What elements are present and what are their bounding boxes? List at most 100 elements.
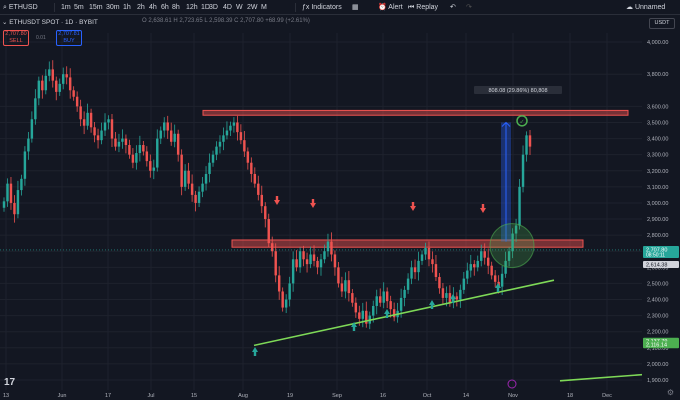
- candle-body: [284, 299, 288, 308]
- candle-body: [413, 267, 417, 273]
- buy-label: BUY: [63, 38, 75, 44]
- interval-2w[interactable]: 2W: [247, 4, 258, 11]
- buy-button[interactable]: 2,707.81 BUY: [56, 30, 82, 46]
- candle-body: [483, 251, 486, 258]
- price-tag: [643, 341, 679, 349]
- candle-body: [525, 135, 528, 155]
- undo-icon: ↶: [450, 4, 456, 11]
- interval-8h[interactable]: 8h: [172, 4, 180, 11]
- candle-body: [243, 140, 246, 152]
- candle-body: [264, 206, 267, 220]
- candle-body: [326, 241, 330, 252]
- y-tick-label: 2,900.00: [647, 217, 668, 223]
- price-chart[interactable]: 808.08 (29.86%) 80,808 ✓ 4,000.00 3,800.00 3…: [0, 15, 680, 400]
- interval-1m[interactable]: 1m: [61, 4, 71, 11]
- y-tick-label: 2,400.00: [647, 298, 668, 304]
- candle-body: [438, 276, 441, 289]
- candle-body: [239, 132, 243, 141]
- candle-body: [138, 145, 142, 154]
- candle-body: [48, 69, 51, 76]
- candle-body: [89, 112, 93, 128]
- sell-label: SELL: [9, 38, 23, 44]
- time-axis: [0, 390, 680, 400]
- price-tag-label: 2,707.80: [646, 247, 667, 253]
- candle-body: [250, 162, 253, 174]
- interval-2h[interactable]: 2h: [137, 4, 145, 11]
- candle-body: [309, 254, 312, 265]
- interval-12h[interactable]: 12h: [186, 4, 198, 11]
- x-tick-label: 13: [3, 393, 9, 399]
- candle-body: [159, 130, 162, 139]
- interval-m[interactable]: M: [261, 4, 267, 11]
- candle-body: [131, 154, 135, 163]
- layout-button[interactable]: ▦: [352, 2, 359, 13]
- interval-6h[interactable]: 6h: [161, 4, 169, 11]
- x-tick-label: Oct: [423, 393, 432, 399]
- candle-body: [75, 96, 79, 107]
- indicators-label: Indicators: [311, 4, 342, 11]
- candle-body: [316, 260, 319, 268]
- candle-body: [117, 141, 121, 147]
- interval-1h[interactable]: 1h: [123, 4, 131, 11]
- candle-body: [145, 151, 149, 162]
- redo-button[interactable]: ↷: [466, 2, 472, 13]
- interval-30m[interactable]: 30m: [106, 4, 120, 11]
- up-arrow-icon: [351, 322, 357, 331]
- symbol-search-button[interactable]: ⌕ ETHUSD: [3, 2, 38, 13]
- x-tick-label: 14: [463, 393, 469, 399]
- measure-label: 808.08 (29.86%) 80,808: [488, 88, 547, 94]
- measure-label-bg: [474, 86, 562, 94]
- layout-name-button[interactable]: ☁ Unnamed: [626, 2, 665, 13]
- candle-body: [274, 251, 277, 276]
- candle-body: [246, 151, 250, 163]
- alert-icon: ⏰: [378, 4, 387, 11]
- candle-body: [490, 265, 493, 276]
- x-tick-label: 16: [380, 393, 386, 399]
- candle-body: [511, 233, 514, 252]
- candle-body: [330, 241, 333, 255]
- interval-4d[interactable]: 4D: [223, 4, 232, 11]
- candle-body: [291, 259, 295, 284]
- interval-1d[interactable]: 1D: [201, 4, 210, 11]
- candle-body: [86, 112, 89, 126]
- candle-body: [187, 170, 190, 184]
- candle-body: [103, 122, 107, 131]
- settings-icon[interactable]: ⚙: [666, 388, 674, 397]
- interval-4h[interactable]: 4h: [149, 4, 157, 11]
- interval-w[interactable]: W: [236, 4, 243, 11]
- interval-15m[interactable]: 15m: [89, 4, 103, 11]
- y-tick-label: 3,100.00: [647, 185, 668, 191]
- candle-body: [93, 127, 96, 136]
- currency-select[interactable]: USDT: [649, 18, 675, 29]
- alert-button[interactable]: ⏰ Alert: [378, 2, 403, 13]
- candle-body: [365, 310, 368, 324]
- candle-body: [382, 291, 385, 303]
- candle-body: [135, 153, 138, 163]
- candle-body: [441, 288, 445, 298]
- indicators-button[interactable]: ƒx Indicators: [302, 2, 342, 13]
- undo-button[interactable]: ↶: [450, 2, 456, 13]
- sell-button[interactable]: 2,707.80 SELL: [3, 30, 29, 46]
- symbol-legend: ⌄ ETHUSDT SPOT · 1D · BYBIT: [2, 18, 98, 26]
- candle-body: [9, 183, 13, 203]
- down-arrow-icon: [310, 199, 316, 208]
- cloud-icon: ☁: [626, 4, 633, 11]
- replay-button[interactable]: ⏮ Replay: [408, 2, 438, 13]
- candle-body: [6, 183, 9, 202]
- candle-body: [100, 130, 103, 141]
- candle-body: [420, 254, 424, 261]
- candle-body: [462, 278, 466, 290]
- interval-5m[interactable]: 5m: [74, 4, 84, 11]
- chevron-down-icon: ⌄: [2, 19, 8, 26]
- candle-body: [323, 251, 326, 260]
- chart-background: [0, 15, 680, 400]
- interval-3d[interactable]: 3D: [209, 4, 218, 11]
- resistance-zone: [202, 109, 629, 116]
- candle-body: [190, 183, 194, 195]
- x-tick-label: Sep: [332, 393, 342, 399]
- candle-body: [55, 80, 58, 92]
- candle-body: [229, 125, 232, 131]
- candle-body: [424, 248, 427, 255]
- support-trendline-extension: [559, 373, 647, 382]
- candle-body: [152, 167, 156, 171]
